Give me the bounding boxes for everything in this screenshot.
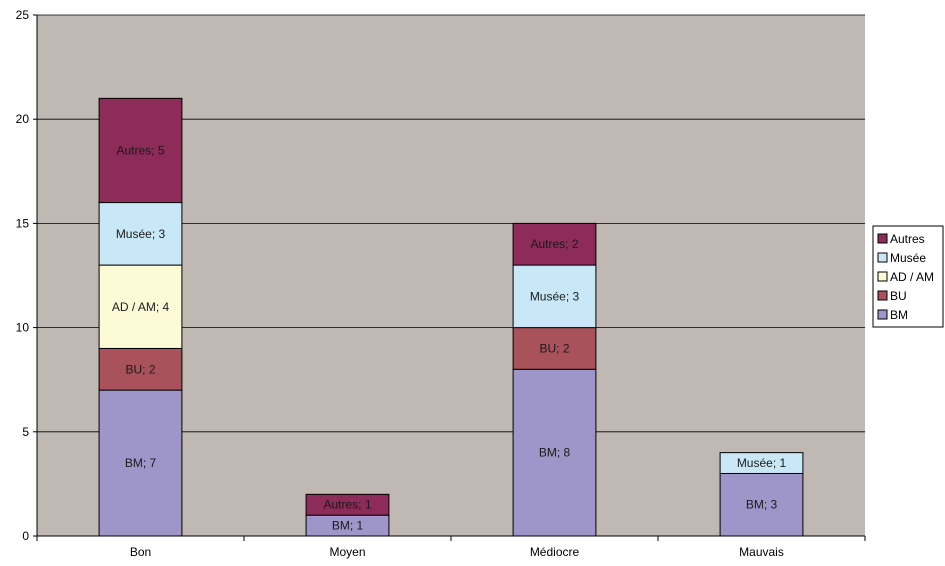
data-label: Autres; 5 — [116, 143, 164, 157]
legend: Autres Musée AD / AM BU BM — [872, 225, 944, 328]
legend-label: Autres — [890, 232, 925, 246]
data-label: BM; 3 — [746, 498, 778, 512]
bar-segment — [719, 452, 804, 474]
data-label: Musée; 3 — [116, 227, 166, 241]
legend-swatch — [877, 233, 888, 244]
legend-swatch — [877, 290, 888, 301]
legend-swatch — [877, 309, 888, 320]
data-label: AD / AM; 4 — [112, 300, 170, 314]
data-label: BM; 8 — [539, 446, 571, 460]
bar-segment — [719, 472, 804, 537]
data-label: Musée; 1 — [737, 456, 787, 470]
bar-segment — [98, 202, 183, 266]
x-tick-labels: Bon Moyen Médiocre Mauvais — [130, 545, 784, 559]
y-tick-label: 20 — [16, 112, 30, 126]
bar-segment — [98, 264, 183, 349]
bar-segment — [98, 97, 183, 204]
y-tick-label: 15 — [16, 216, 30, 230]
bar-segment — [512, 327, 597, 370]
y-tick-label: 5 — [22, 425, 29, 439]
legend-label: Musée — [890, 251, 926, 265]
bar-segment — [512, 368, 597, 537]
x-tick-label: Médiocre — [530, 545, 580, 559]
data-label: BM; 7 — [125, 456, 157, 470]
y-tick-label: 10 — [16, 321, 30, 335]
y-tick-labels: 0 5 10 15 20 25 — [16, 8, 30, 543]
x-tick-label: Mauvais — [739, 545, 784, 559]
legend-label: AD / AM — [890, 270, 934, 284]
legend-swatch — [877, 252, 888, 263]
y-tick-label: 0 — [22, 529, 29, 543]
data-label: Autres; 1 — [323, 498, 371, 512]
x-tick-label: Bon — [130, 545, 151, 559]
legend-swatch — [877, 271, 888, 282]
data-label: BM; 1 — [332, 519, 364, 533]
x-tick-label: Moyen — [329, 545, 365, 559]
bar-segment — [98, 347, 183, 391]
axes — [33, 14, 866, 541]
y-tick-label: 25 — [16, 8, 30, 22]
data-label: Musée; 3 — [530, 289, 580, 303]
bar-segment — [512, 222, 597, 266]
bars: BM; 7 BU; 2 AD / AM; 4 Musée; 3 Autres; 5 BM;… — [98, 97, 804, 537]
legend-label: BU — [890, 289, 907, 303]
legend-label: BM — [890, 308, 908, 322]
bar-segment — [512, 264, 597, 329]
bar-segment — [98, 389, 183, 537]
data-label: Autres; 2 — [530, 237, 578, 251]
data-label: BU; 2 — [125, 362, 155, 376]
data-label: BU; 2 — [539, 341, 569, 355]
bar-segment — [305, 493, 390, 516]
